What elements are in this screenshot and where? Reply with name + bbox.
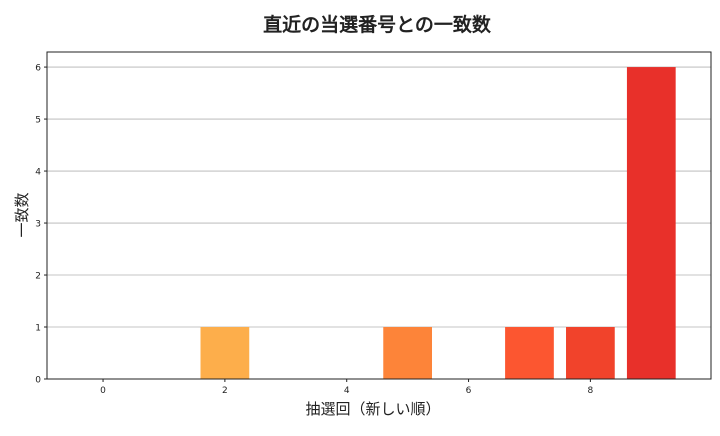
bar-5: [383, 327, 432, 379]
bar-9: [626, 67, 676, 380]
chart-title: 直近の当選番号との一致数: [263, 13, 492, 36]
x-tick-label: 6: [466, 386, 472, 396]
y-axis-label: 一致数: [13, 192, 31, 237]
x-axis-label: 抽選回（新しい順）: [305, 400, 440, 418]
x-tick-label: 2: [222, 386, 228, 396]
bar-8: [566, 327, 615, 379]
y-tick-label: 2: [35, 272, 41, 282]
bar-7: [505, 327, 554, 379]
y-tick-label: 4: [35, 168, 41, 178]
y-tick-label: 0: [35, 376, 41, 386]
y-tick-label: 3: [35, 220, 41, 230]
x-tick-label: 4: [344, 386, 350, 396]
y-tick-label: 5: [35, 116, 41, 126]
bar-2: [200, 327, 250, 379]
x-tick-label: 0: [100, 386, 106, 396]
y-tick-label: 6: [35, 64, 41, 74]
x-tick-label: 8: [588, 386, 594, 396]
y-tick-label: 1: [35, 324, 41, 334]
plot-frame: [46, 51, 712, 380]
